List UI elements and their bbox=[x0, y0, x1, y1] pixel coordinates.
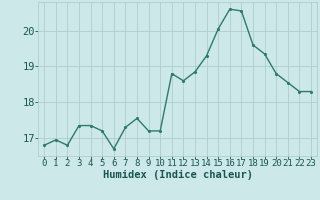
X-axis label: Humidex (Indice chaleur): Humidex (Indice chaleur) bbox=[103, 170, 252, 180]
